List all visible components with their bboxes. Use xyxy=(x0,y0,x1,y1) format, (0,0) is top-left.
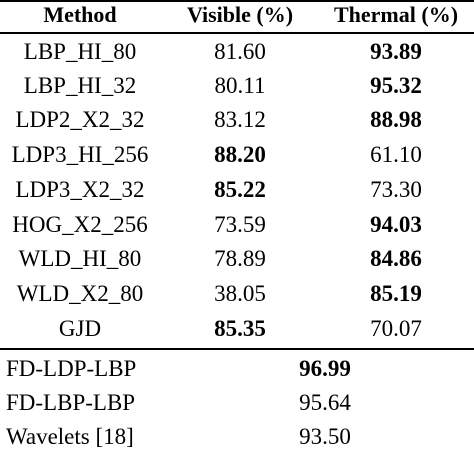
combined-row: Wavelets [18] 93.50 xyxy=(0,420,474,454)
thermal-cell: 88.98 xyxy=(370,107,422,132)
header-rule xyxy=(0,32,474,34)
header-method: Method xyxy=(43,2,117,27)
combined-row: FD-LDP-LBP 96.99 xyxy=(0,352,474,386)
visible-cell: 73.59 xyxy=(214,212,266,237)
visible-cell: 83.12 xyxy=(214,107,266,132)
method-cell: FD-LDP-LBP xyxy=(6,356,137,381)
table-row: LBP_HI_32 80.11 95.32 xyxy=(0,69,474,103)
visible-cell: 80.11 xyxy=(214,73,266,98)
visible-cell: 78.89 xyxy=(214,246,266,271)
visible-cell: 85.22 xyxy=(214,177,266,202)
thermal-cell: 95.32 xyxy=(370,73,422,98)
method-cell: HOG_X2_256 xyxy=(12,212,148,237)
method-cell: LDP3_HI_256 xyxy=(11,142,149,167)
header-thermal: Thermal (%) xyxy=(333,2,459,27)
thermal-cell: 61.10 xyxy=(370,142,422,167)
table-row: LBP_HI_80 81.60 93.89 xyxy=(0,35,474,69)
header-row: Method Visible (%) Thermal (%) xyxy=(0,0,474,32)
table-row: LDP3_X2_32 85.22 73.30 xyxy=(0,173,474,207)
method-cell: WLD_HI_80 xyxy=(18,246,142,271)
method-cell: LBP_HI_32 xyxy=(23,73,137,98)
method-cell: LBP_HI_80 xyxy=(23,39,137,64)
combined-value-cell: 95.64 xyxy=(299,390,351,415)
top-rule xyxy=(0,0,474,2)
table-row: HOG_X2_256 73.59 94.03 xyxy=(0,208,474,242)
method-cell: LDP3_X2_32 xyxy=(15,177,145,202)
thermal-cell: 94.03 xyxy=(370,212,422,237)
thermal-cell: 73.30 xyxy=(370,177,422,202)
method-cell: FD-LBP-LBP xyxy=(6,390,136,415)
method-cell: LDP2_X2_32 xyxy=(15,107,145,132)
combined-value-cell: 96.99 xyxy=(299,356,351,381)
thermal-cell: 84.86 xyxy=(370,246,422,271)
thermal-cell: 85.19 xyxy=(370,281,422,306)
thermal-cell: 70.07 xyxy=(370,316,422,341)
table-row: LDP3_HI_256 88.20 61.10 xyxy=(0,138,474,172)
combined-row: FD-LBP-LBP 95.64 xyxy=(0,386,474,420)
visible-cell: 88.20 xyxy=(214,142,266,167)
header-visible: Visible (%) xyxy=(186,2,294,27)
visible-cell: 85.35 xyxy=(214,316,266,341)
table-row: WLD_X2_80 38.05 85.19 xyxy=(0,277,474,311)
visible-cell: 38.05 xyxy=(214,281,266,306)
method-cell: Wavelets [18] xyxy=(6,424,134,449)
thermal-cell: 93.89 xyxy=(370,39,422,64)
visible-cell: 81.60 xyxy=(214,39,266,64)
method-cell: GJD xyxy=(58,316,102,341)
combined-value-cell: 93.50 xyxy=(299,424,351,449)
table-row: GJD 85.35 70.07 xyxy=(0,312,474,346)
table-row: WLD_HI_80 78.89 84.86 xyxy=(0,242,474,276)
table-row: LDP2_X2_32 83.12 88.98 xyxy=(0,103,474,137)
method-cell: WLD_X2_80 xyxy=(16,281,144,306)
section-rule xyxy=(0,348,474,350)
